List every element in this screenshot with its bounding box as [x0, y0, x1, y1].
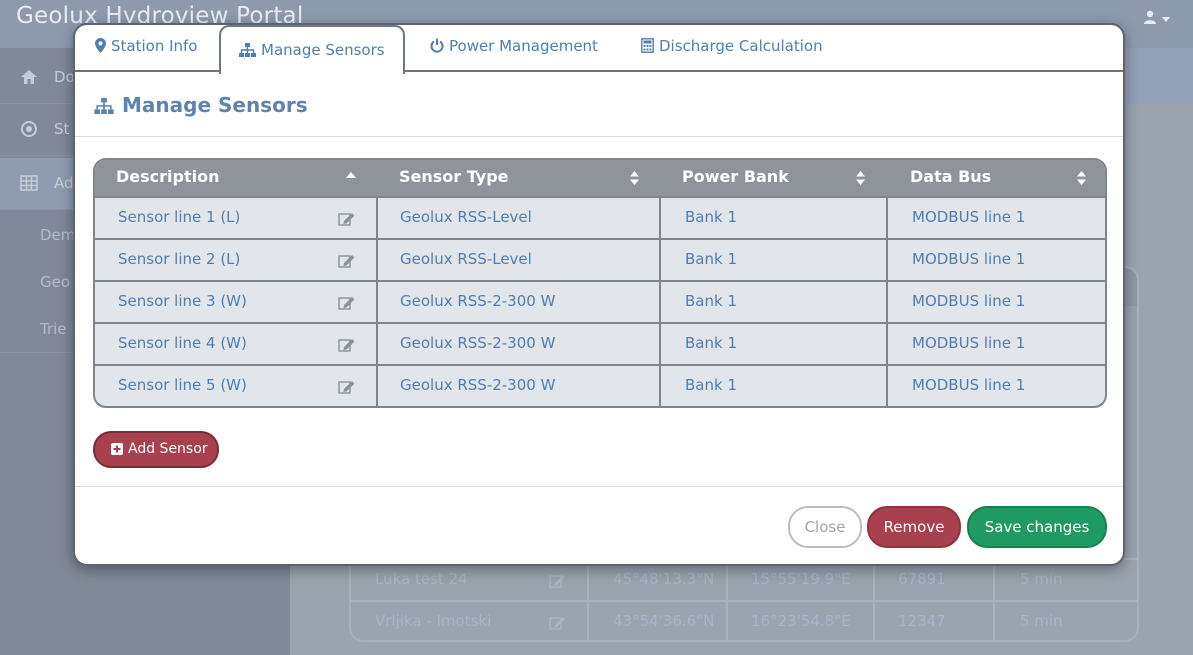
tab-power-management[interactable]: Power Management: [430, 37, 598, 55]
edit-icon[interactable]: [338, 337, 356, 352]
sensors-table-header: Description Sensor Type Power Bank Data …: [95, 160, 1105, 196]
sensor-type: Geolux RSS-Level: [400, 250, 532, 268]
sensor-power-bank: Bank 1: [685, 250, 737, 268]
station-id: 12347: [898, 612, 946, 630]
tab-discharge-calculation[interactable]: Discharge Calculation: [641, 37, 823, 55]
column-divider: [376, 196, 378, 406]
sensor-description: Sensor line 3 (W): [118, 292, 247, 310]
manage-sensors-modal: Station Info Manage Sensors Power Manage…: [73, 23, 1125, 566]
station-latitude: 45°48'13.3"N: [613, 570, 715, 588]
remove-button[interactable]: Remove: [867, 506, 961, 548]
user-icon: [1143, 10, 1156, 24]
sensor-description: Sensor line 5 (W): [118, 376, 247, 394]
power-icon: [430, 38, 444, 53]
plus-square-icon: [111, 443, 123, 455]
sort-icon[interactable]: [855, 170, 866, 186]
column-header-data-bus[interactable]: Data Bus: [910, 167, 992, 186]
station-interval: 5 min: [1020, 612, 1063, 630]
modal-title: Manage Sensors: [94, 93, 308, 117]
edit-icon[interactable]: [338, 253, 356, 268]
table-row[interactable]: Vrljika - Imotski 43°54'36.6"N 16°23'54.…: [351, 600, 1137, 640]
sidebar-subitem[interactable]: Dem: [40, 226, 76, 244]
sidebar-item-label: St: [54, 120, 70, 138]
divider: [75, 136, 1123, 137]
add-sensor-label: Add Sensor: [128, 441, 208, 457]
table-row[interactable]: Sensor line 5 (W) Geolux RSS-2-300 W Ban…: [95, 364, 1105, 406]
station-name: Luka test 24: [375, 570, 468, 588]
sidebar-subitem[interactable]: Geo: [40, 273, 71, 291]
station-longitude: 16°23'54.8"E: [751, 612, 851, 630]
tab-label: Power Management: [449, 37, 598, 55]
save-changes-button[interactable]: Save changes: [967, 506, 1107, 548]
station-id: 67891: [898, 570, 946, 588]
sort-icon[interactable]: [1076, 170, 1087, 186]
sensor-power-bank: Bank 1: [685, 376, 737, 394]
sensor-type: Geolux RSS-2-300 W: [400, 292, 556, 310]
sensor-data-bus: MODBUS line 1: [912, 250, 1026, 268]
sidebar-item-label: Do: [54, 68, 75, 86]
tab-station-info[interactable]: Station Info: [95, 37, 197, 55]
edit-icon[interactable]: [338, 295, 356, 310]
column-header-power-bank[interactable]: Power Bank: [682, 167, 789, 186]
caret-down-icon: [1162, 17, 1170, 22]
edit-icon[interactable]: [549, 573, 566, 588]
station-interval: 5 min: [1020, 570, 1063, 588]
sensor-type: Geolux RSS-2-300 W: [400, 376, 556, 394]
table-row[interactable]: Sensor line 4 (W) Geolux RSS-2-300 W Ban…: [95, 322, 1105, 364]
home-icon: [21, 70, 37, 84]
sensors-table: Description Sensor Type Power Bank Data …: [93, 158, 1107, 408]
map-marker-icon: [95, 38, 106, 53]
sensor-type: Geolux RSS-Level: [400, 208, 532, 226]
tab-label: Manage Sensors: [261, 41, 385, 59]
edit-icon[interactable]: [338, 379, 356, 394]
sensor-power-bank: Bank 1: [685, 208, 737, 226]
tab-manage-sensors[interactable]: Manage Sensors: [219, 25, 405, 74]
add-sensor-button[interactable]: Add Sensor: [93, 431, 219, 468]
sensor-data-bus: MODBUS line 1: [912, 334, 1026, 352]
sidebar-subitem[interactable]: Trie: [40, 320, 67, 338]
tab-label: Station Info: [111, 37, 198, 55]
divider: [75, 486, 1123, 487]
column-divider: [659, 196, 661, 406]
modal-tabs: Station Info Manage Sensors Power Manage…: [75, 25, 1123, 74]
sitemap-icon: [239, 43, 256, 57]
table-row[interactable]: Sensor line 2 (L) Geolux RSS-Level Bank …: [95, 238, 1105, 280]
user-menu[interactable]: [1143, 10, 1171, 28]
column-divider: [886, 196, 888, 406]
table-row[interactable]: Sensor line 1 (L) Geolux RSS-Level Bank …: [95, 196, 1105, 238]
calculator-icon: [641, 38, 654, 53]
edit-icon[interactable]: [549, 615, 566, 630]
sensor-power-bank: Bank 1: [685, 334, 737, 352]
tab-label: Discharge Calculation: [659, 37, 823, 55]
sensor-description: Sensor line 1 (L): [118, 208, 241, 226]
station-longitude: 15°55'19.9"E: [751, 570, 851, 588]
sensor-power-bank: Bank 1: [685, 292, 737, 310]
sensor-data-bus: MODBUS line 1: [912, 376, 1026, 394]
table-icon: [20, 175, 38, 191]
column-header-sensor-type[interactable]: Sensor Type: [399, 167, 509, 186]
sort-asc-icon[interactable]: [345, 171, 357, 179]
station-name: Vrljika - Imotski: [375, 612, 492, 630]
sidebar-item-label: Ad: [54, 174, 74, 192]
sitemap-icon: [94, 98, 114, 114]
sensor-type: Geolux RSS-2-300 W: [400, 334, 556, 352]
sort-icon[interactable]: [629, 170, 640, 186]
sensor-description: Sensor line 4 (W): [118, 334, 247, 352]
column-header-description[interactable]: Description: [116, 167, 220, 186]
station-latitude: 43°54'36.6"N: [613, 612, 715, 630]
table-row[interactable]: Sensor line 3 (W) Geolux RSS-2-300 W Ban…: [95, 280, 1105, 322]
sensor-data-bus: MODBUS line 1: [912, 208, 1026, 226]
close-button[interactable]: Close: [788, 506, 862, 548]
sensor-description: Sensor line 2 (L): [118, 250, 241, 268]
modal-title-text: Manage Sensors: [122, 93, 308, 117]
edit-icon[interactable]: [338, 211, 356, 226]
sensor-data-bus: MODBUS line 1: [912, 292, 1026, 310]
target-icon: [21, 121, 37, 137]
